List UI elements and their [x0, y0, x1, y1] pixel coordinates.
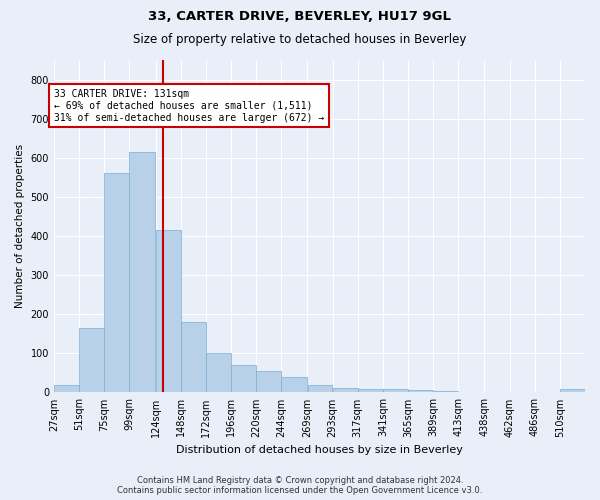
Bar: [358, 388, 383, 392]
Bar: [333, 388, 358, 392]
Bar: [104, 174, 129, 392]
Bar: [281, 377, 307, 392]
Bar: [231, 365, 256, 392]
Text: Contains HM Land Registry data © Crown copyright and database right 2024.
Contai: Contains HM Land Registry data © Crown c…: [118, 476, 482, 495]
Bar: [79, 328, 104, 392]
Bar: [155, 230, 181, 392]
Bar: [54, 384, 79, 392]
Bar: [130, 152, 155, 392]
Bar: [181, 322, 206, 392]
Text: Size of property relative to detached houses in Beverley: Size of property relative to detached ho…: [133, 32, 467, 46]
Y-axis label: Number of detached properties: Number of detached properties: [15, 144, 25, 308]
Bar: [383, 390, 408, 392]
Bar: [560, 388, 585, 392]
Bar: [206, 354, 231, 393]
Bar: [408, 390, 433, 392]
Text: 33, CARTER DRIVE, BEVERLEY, HU17 9GL: 33, CARTER DRIVE, BEVERLEY, HU17 9GL: [149, 10, 452, 23]
Bar: [256, 371, 281, 392]
Bar: [308, 384, 332, 392]
X-axis label: Distribution of detached houses by size in Beverley: Distribution of detached houses by size …: [176, 445, 463, 455]
Text: 33 CARTER DRIVE: 131sqm
← 69% of detached houses are smaller (1,511)
31% of semi: 33 CARTER DRIVE: 131sqm ← 69% of detache…: [54, 90, 324, 122]
